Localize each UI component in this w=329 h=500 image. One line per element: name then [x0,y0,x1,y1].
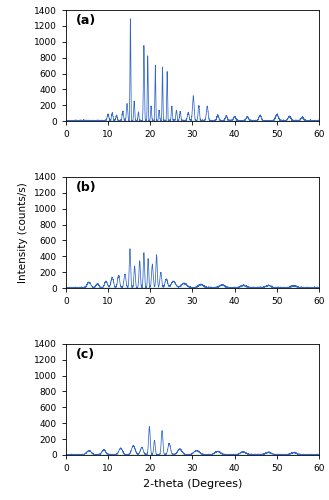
Text: (c): (c) [76,348,95,361]
Y-axis label: Intensity (counts/s): Intensity (counts/s) [18,182,28,283]
X-axis label: 2-theta (Degrees): 2-theta (Degrees) [143,478,242,488]
Text: (b): (b) [76,182,96,194]
Text: (a): (a) [76,14,96,28]
